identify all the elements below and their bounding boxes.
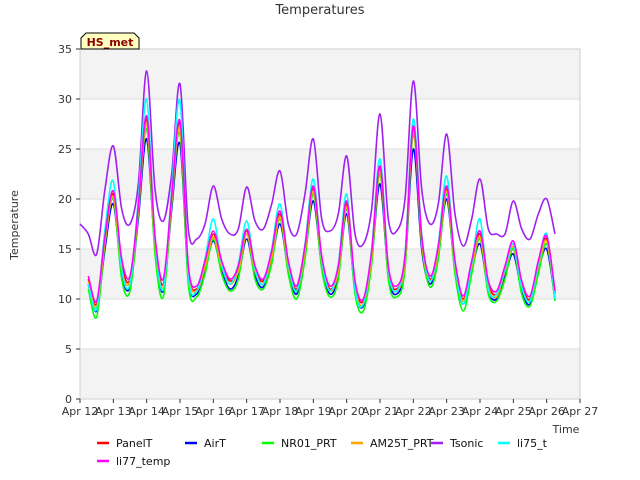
- y-tick-label: 10: [58, 293, 72, 306]
- y-tick-label: 15: [58, 243, 72, 256]
- y-tick-label: 20: [58, 193, 72, 206]
- legend-label: PanelT: [116, 437, 153, 450]
- legend-label: Tsonic: [449, 437, 483, 450]
- y-tick-label: 25: [58, 143, 72, 156]
- x-tick-label: Apr 23: [428, 405, 465, 418]
- x-tick-label: Apr 18: [262, 405, 299, 418]
- site-tag: HS_met: [80, 32, 140, 50]
- y-tick-label: 5: [65, 343, 72, 356]
- y-tick-label: 35: [58, 43, 72, 56]
- series-line-li77-temp: [87, 115, 556, 303]
- x-tick-label: Apr 20: [328, 405, 365, 418]
- x-tick-label: Apr 22: [395, 405, 432, 418]
- legend-label: AirT: [204, 437, 226, 450]
- legend: PanelT AirT NR01_PRT AM25T_PRT Tsonic li75_tl…: [97, 437, 548, 468]
- x-tick-label: Apr 15: [162, 405, 199, 418]
- series-lines: [79, 70, 556, 319]
- plot-frame: [79, 48, 581, 400]
- legend-label: NR01_PRT: [281, 437, 337, 450]
- background-band: [80, 49, 580, 99]
- x-tick-label: Apr 21: [362, 405, 399, 418]
- background-band: [80, 349, 580, 399]
- series-line-tsonic: [79, 70, 556, 257]
- x-tick-label: Apr 13: [95, 405, 132, 418]
- y-axis-ticks: 0 5 10 15 20 25 30 35: [58, 43, 80, 406]
- x-tick-label: Apr 12: [62, 405, 99, 418]
- chart-title: Temperatures: [274, 3, 364, 18]
- background-bands: [80, 49, 580, 399]
- x-tick-label: Apr 16: [195, 405, 232, 418]
- x-axis-label: Time: [552, 423, 580, 436]
- y-tick-label: 0: [65, 393, 72, 406]
- site-tag-box: [80, 32, 140, 50]
- y-axis-label: Temperature: [8, 190, 21, 261]
- x-tick-label: Apr 27: [562, 405, 599, 418]
- site-tag-label: HS_met: [87, 36, 134, 49]
- x-tick-label: Apr 24: [462, 405, 499, 418]
- x-tick-label: Apr 17: [228, 405, 265, 418]
- legend-label: AM25T_PRT: [370, 437, 434, 450]
- series-line-nr01-prt: [87, 128, 556, 319]
- y-tick-label: 30: [58, 93, 72, 106]
- x-tick-label: Apr 26: [528, 405, 565, 418]
- legend-label: li77_temp: [116, 455, 170, 468]
- x-tick-label: Apr 19: [295, 405, 332, 418]
- x-tick-label: Apr 25: [495, 405, 532, 418]
- grid-lines: [80, 48, 580, 400]
- legend-label: li75_t: [517, 437, 548, 450]
- background-band: [80, 149, 580, 199]
- x-tick-label: Apr 14: [128, 405, 165, 418]
